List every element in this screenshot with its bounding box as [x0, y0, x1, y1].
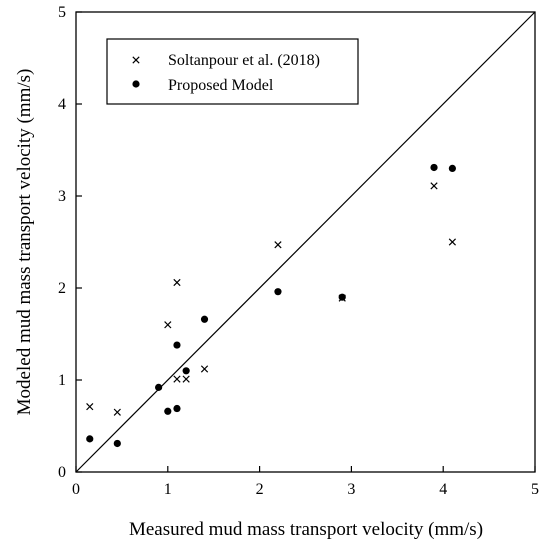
legend: Soltanpour et al. (2018) Proposed Model: [106, 38, 359, 105]
x-marker-stroke: [173, 375, 181, 383]
y-axis: 0 1 2 3 4 5: [58, 4, 82, 481]
legend-label-soltanpour: Soltanpour et al. (2018): [168, 52, 320, 69]
x-marker: [200, 365, 209, 373]
x-marker-stroke: [448, 238, 457, 246]
x-tick-label: 1: [164, 481, 172, 498]
x-marker-stroke: [430, 182, 438, 190]
dot-marker: [274, 288, 282, 296]
x-marker-stroke: [274, 241, 282, 249]
x-marker: [113, 408, 121, 416]
legend-marker-dot: [132, 80, 140, 88]
x-marker-stroke: [173, 278, 181, 287]
x-marker-stroke: [113, 408, 121, 416]
x-marker-stroke: [86, 403, 94, 411]
dot-marker: [182, 367, 190, 375]
x-marker-stroke: [132, 56, 140, 64]
legend-box: [106, 38, 359, 105]
x-tick-label: 4: [439, 481, 447, 498]
y-axis-title: Modeled mud mass transport velocity (mm/…: [14, 69, 35, 416]
x-marker-stroke: [182, 375, 190, 383]
x-marker-stroke: [164, 321, 172, 329]
dot-marker: [86, 435, 94, 443]
dot-marker: [448, 164, 456, 172]
x-marker: [430, 182, 438, 190]
dot-marker: [164, 407, 172, 415]
x-tick-label: 3: [347, 481, 355, 498]
legend-label-proposed-model: Proposed Model: [168, 77, 274, 94]
y-tick-label: 1: [58, 372, 66, 389]
reference-line: [75, 11, 536, 473]
y-tick-label: 2: [58, 280, 66, 297]
y-tick-label: 0: [58, 464, 66, 481]
y-tick-label: 4: [58, 96, 66, 113]
x-marker: [173, 278, 181, 287]
x-marker: [274, 241, 282, 249]
y-tick-label: 5: [58, 4, 66, 21]
dot-marker: [173, 341, 181, 349]
x-tick-label: 0: [72, 481, 80, 498]
x-marker: [182, 375, 190, 383]
dot-marker: [173, 404, 181, 413]
x-tick-label: 5: [531, 481, 539, 498]
dot-marker: [132, 80, 140, 88]
plot-frame: [75, 11, 536, 473]
x-marker-stroke: [200, 365, 209, 373]
dot-marker: [113, 439, 121, 448]
data-points: [86, 163, 457, 448]
x-tick-label: 2: [256, 481, 264, 498]
dot-marker: [430, 163, 438, 172]
dot-marker: [155, 383, 163, 391]
x-marker: [164, 321, 172, 329]
x-axis: 0 1 2 3 4 5: [72, 466, 539, 498]
x-marker: [448, 238, 457, 246]
y-tick-label: 3: [58, 188, 66, 205]
x-marker: [173, 375, 181, 383]
x-marker: [132, 56, 140, 64]
dot-marker: [338, 293, 346, 301]
x-marker: [86, 403, 94, 411]
x-axis-title: Measured mud mass transport velocity (mm…: [129, 519, 483, 540]
legend-marker-x: [132, 56, 140, 64]
dot-marker: [200, 315, 209, 323]
